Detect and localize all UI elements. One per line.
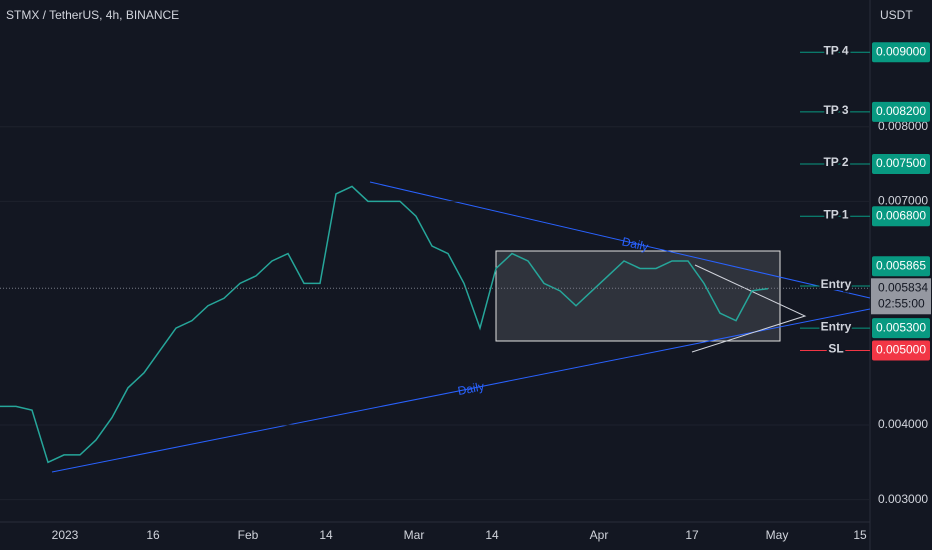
price-line [0, 185, 769, 464]
time-label: 15 [853, 528, 867, 542]
current-price: 0.005834 [878, 280, 928, 294]
level-price: 0.006800 [876, 208, 926, 222]
price-tick-label: 0.008000 [878, 119, 928, 133]
price-tick-label: 0.007000 [878, 194, 928, 208]
level-box [872, 154, 930, 175]
level-name: Entry [821, 277, 852, 291]
time-label: 14 [319, 528, 333, 542]
current-price-box [871, 278, 931, 315]
level-price: 0.005300 [876, 320, 926, 334]
level-box [872, 206, 930, 227]
time-label: Mar [404, 528, 425, 542]
level-box [872, 256, 930, 277]
level-name: Entry [821, 319, 852, 333]
level-price: 0.005865 [876, 258, 926, 272]
time-label: Feb [238, 528, 259, 542]
level-name: TP 3 [823, 103, 848, 117]
range-box [495, 250, 781, 342]
time-label: 14 [485, 528, 499, 542]
time-label: 17 [685, 528, 699, 542]
currency: USDT [880, 8, 913, 22]
time-label: 16 [146, 528, 160, 542]
time-label: May [766, 528, 789, 542]
time-label: 2023 [52, 528, 79, 542]
price-tick-label: 0.003000 [878, 492, 928, 506]
time-label: Apr [590, 528, 609, 542]
triangle [691, 264, 807, 353]
trendline [51, 308, 871, 473]
level-box [872, 318, 930, 339]
level-name: TP 1 [823, 207, 848, 221]
level-price: 0.005000 [876, 343, 926, 357]
level-box [872, 340, 930, 361]
level-box [872, 101, 930, 122]
level-price: 0.007500 [876, 156, 926, 170]
level-name: TP 2 [823, 155, 848, 169]
level-name: SL [828, 342, 843, 356]
trendline-label: Daily [621, 234, 650, 254]
level-price: 0.009000 [876, 44, 926, 58]
countdown: 02:55:00 [878, 296, 925, 310]
level-price: 0.008200 [876, 104, 926, 118]
symbol-title: STMX / TetherUS, 4h, BINANCE [6, 8, 179, 22]
level-name: TP 4 [823, 43, 848, 57]
trendline-label: Daily [457, 379, 486, 398]
level-box [872, 42, 930, 63]
price-tick-label: 0.004000 [878, 417, 928, 431]
